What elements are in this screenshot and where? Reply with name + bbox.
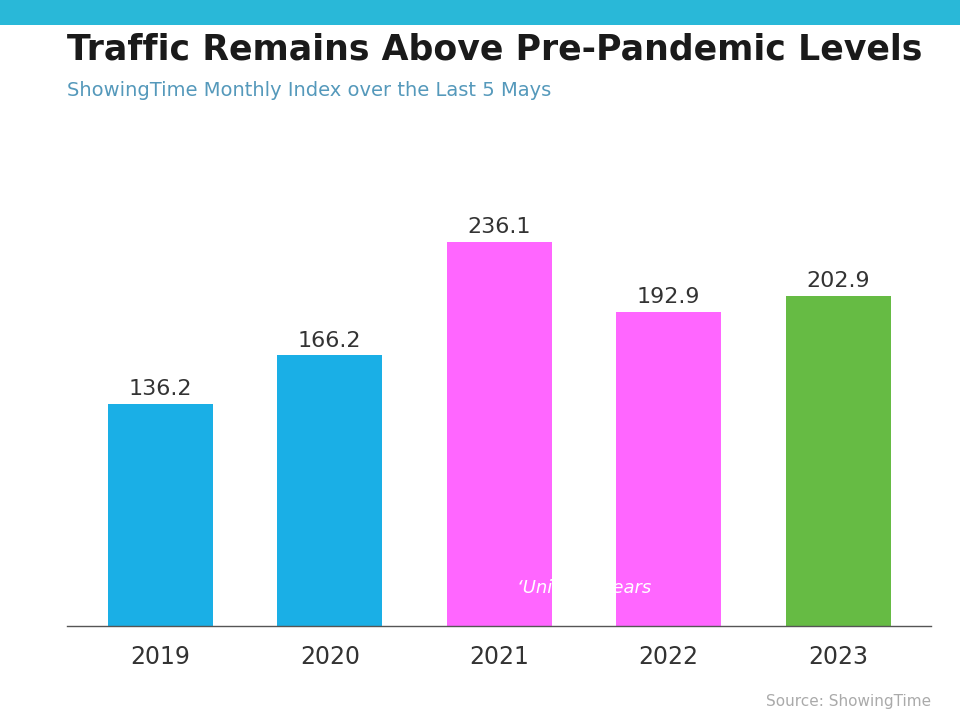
Text: ‘Unicorn’ Years: ‘Unicorn’ Years: [516, 579, 651, 597]
Text: 236.1: 236.1: [468, 217, 531, 237]
Text: 202.9: 202.9: [806, 271, 870, 291]
Text: Source: ShowingTime: Source: ShowingTime: [766, 694, 931, 709]
Bar: [108, 405, 213, 626]
Bar: [785, 296, 891, 626]
Text: 192.9: 192.9: [636, 287, 701, 307]
Text: 166.2: 166.2: [298, 330, 362, 351]
Bar: [446, 241, 552, 626]
Text: ShowingTime Monthly Index over the Last 5 Mays: ShowingTime Monthly Index over the Last …: [67, 81, 551, 99]
Bar: [616, 312, 721, 626]
Text: Traffic Remains Above Pre-Pandemic Levels: Traffic Remains Above Pre-Pandemic Level…: [67, 32, 923, 66]
Bar: [277, 356, 382, 626]
Text: 136.2: 136.2: [129, 379, 192, 400]
